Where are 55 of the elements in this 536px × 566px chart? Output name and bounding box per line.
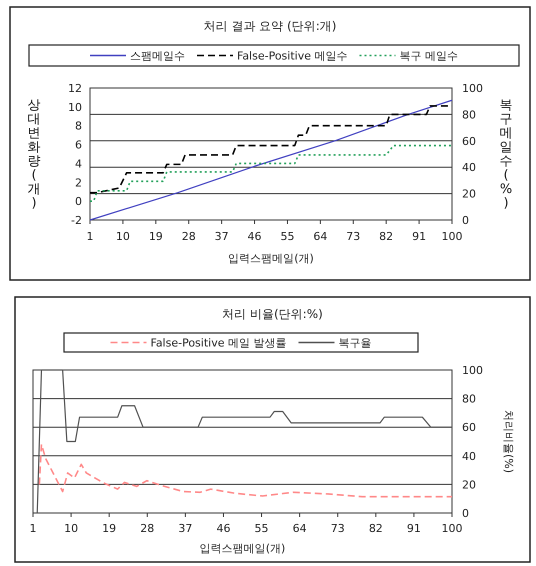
x-tick-label: 55 <box>254 522 269 535</box>
x-tick-label: 37 <box>214 230 229 243</box>
y2-tick-label: 100 <box>462 364 483 377</box>
y-tick-label: 4 <box>75 157 82 170</box>
legend-label: 복구 메일수 <box>399 50 458 62</box>
y2-tick-label: 80 <box>462 392 476 406</box>
y2-tick-label: 80 <box>462 108 476 122</box>
y2-tick-label: 40 <box>462 161 476 174</box>
x-tick-label: 100 <box>442 230 462 243</box>
y-tick-label: 12 <box>68 82 82 95</box>
x-tick-label: 10 <box>116 230 130 243</box>
x-tick-label: 82 <box>368 522 383 535</box>
y2-tick-label: 20 <box>462 188 476 201</box>
x-tick-label: 19 <box>148 230 163 243</box>
y2-tick-label: 40 <box>462 450 476 463</box>
y-tick-label: 2 <box>75 176 82 190</box>
y-tick-label: 0 <box>75 195 82 208</box>
x-tick-label: 46 <box>248 230 262 243</box>
x-axis-title: 입력스팸메일(개) <box>228 252 314 265</box>
y2-tick-label: 0 <box>462 507 469 520</box>
x-tick-label: 64 <box>313 230 328 243</box>
x-tick-label: 37 <box>178 522 192 535</box>
y2-tick-label: 60 <box>462 421 476 434</box>
legend-label: 스팸메일수 <box>130 50 186 62</box>
chart-title: 처리 결과 요약 (단위:개) <box>204 19 336 33</box>
y2-tick-label: 0 <box>462 214 469 227</box>
x-tick-label: 46 <box>216 522 230 535</box>
x-tick-label: 55 <box>280 230 294 243</box>
y2-axis-title: 처리비율(%) <box>502 410 515 474</box>
x-axis-title: 입력스팸메일(개) <box>200 542 286 555</box>
y-tick-label: 8 <box>75 120 82 133</box>
y-axis-title: 상대변화량(개) <box>28 98 40 211</box>
x-tick-label: 91 <box>412 230 426 243</box>
x-tick-label: 82 <box>379 230 394 243</box>
legend-label: 복구율 <box>338 336 372 350</box>
y2-tick-label: 60 <box>462 134 476 148</box>
x-tick-label: 73 <box>330 522 345 535</box>
y2-axis-title: 복구메일수(%) <box>500 98 512 211</box>
y2-tick-label: 100 <box>462 82 483 95</box>
x-tick-label: 28 <box>140 522 154 535</box>
legend-label: False-Positive 메일수 <box>237 50 348 62</box>
y-tick-label: 6 <box>75 138 82 152</box>
y-tick-label: -2 <box>71 214 82 227</box>
y-tick-label: 10 <box>68 100 82 114</box>
x-tick-label: 91 <box>406 522 421 535</box>
x-tick-label: 1 <box>86 230 94 243</box>
chart-title: 처리 비율(단위:%) <box>222 307 323 321</box>
x-tick-label: 28 <box>182 230 196 243</box>
legend-label: False-Positive 메일 발생률 <box>150 336 286 350</box>
y2-tick-label: 20 <box>462 478 476 492</box>
x-tick-label: 100 <box>442 522 462 535</box>
x-tick-label: 1 <box>30 522 36 535</box>
x-tick-label: 64 <box>292 522 307 535</box>
x-tick-label: 73 <box>346 230 360 243</box>
x-tick-label: 19 <box>102 522 116 535</box>
